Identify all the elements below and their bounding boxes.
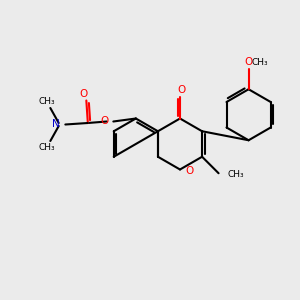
Text: CH₃: CH₃	[38, 97, 55, 106]
Text: CH₃: CH₃	[228, 170, 244, 179]
Text: N: N	[52, 119, 60, 130]
Text: O: O	[185, 166, 194, 176]
Text: CH₃: CH₃	[252, 58, 268, 67]
Text: O: O	[244, 57, 253, 67]
Text: O: O	[80, 89, 88, 99]
Text: O: O	[177, 85, 186, 95]
Text: O: O	[100, 116, 109, 127]
Text: CH₃: CH₃	[38, 143, 55, 152]
